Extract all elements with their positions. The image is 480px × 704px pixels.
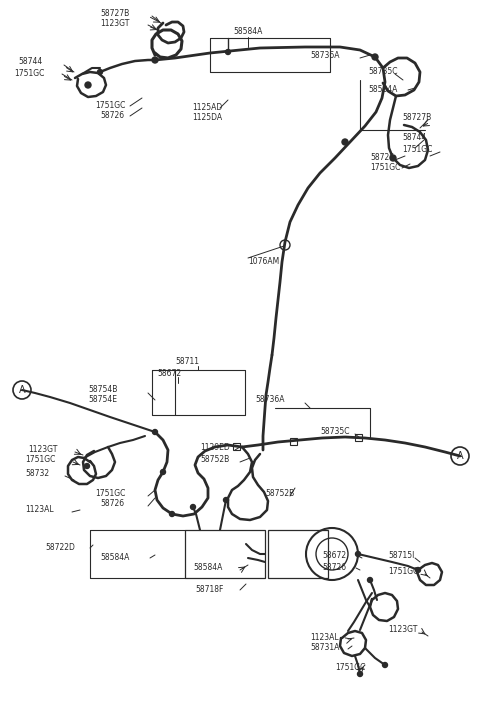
Text: 58722D: 58722D [45, 543, 75, 553]
Circle shape [97, 70, 103, 75]
Text: 1751GC: 1751GC [388, 567, 419, 577]
Text: 58754B: 58754B [88, 386, 118, 394]
Text: 58672: 58672 [157, 370, 181, 379]
Text: 58726: 58726 [100, 111, 124, 120]
Text: 1751GC: 1751GC [335, 663, 365, 672]
Text: 1125DA: 1125DA [192, 113, 222, 122]
Text: 58726: 58726 [370, 153, 394, 163]
Text: 58727B: 58727B [402, 113, 431, 122]
Circle shape [390, 155, 396, 161]
Text: 1751GC: 1751GC [370, 163, 400, 172]
Text: 58711: 58711 [175, 358, 199, 367]
Text: 58726: 58726 [100, 500, 124, 508]
Text: 58744: 58744 [402, 134, 426, 142]
Text: 58584A: 58584A [368, 85, 397, 94]
Text: A: A [19, 385, 25, 395]
Text: 58731A: 58731A [310, 643, 339, 653]
Text: 58754E: 58754E [88, 396, 117, 405]
Text: 58744: 58744 [18, 58, 42, 66]
Text: 1751GC: 1751GC [95, 489, 125, 498]
Text: 1125AD: 1125AD [192, 103, 222, 113]
Bar [185, 530, 265, 578]
Circle shape [226, 49, 230, 54]
Text: 58715I: 58715I [388, 551, 414, 560]
Circle shape [342, 139, 348, 145]
Bar [355, 434, 362, 441]
Text: 58727B: 58727B [100, 8, 129, 18]
Circle shape [356, 551, 360, 556]
Text: 58584A: 58584A [193, 563, 222, 572]
Text: 1123AL: 1123AL [310, 634, 338, 643]
Text: 58726: 58726 [322, 562, 346, 572]
Text: 58584A: 58584A [233, 27, 263, 37]
Text: 1123AL: 1123AL [25, 505, 54, 515]
Circle shape [383, 662, 387, 667]
Circle shape [169, 512, 175, 517]
Circle shape [358, 672, 362, 677]
Bar [268, 530, 328, 578]
Bar [233, 443, 240, 450]
Text: 1751GC: 1751GC [25, 455, 55, 465]
Circle shape [368, 577, 372, 582]
Text: 58752B: 58752B [200, 455, 229, 465]
Text: 1123GT: 1123GT [388, 625, 418, 634]
Circle shape [160, 470, 166, 474]
Text: 58732: 58732 [25, 470, 49, 479]
Text: 1123GT: 1123GT [28, 446, 58, 455]
Text: 1123GT: 1123GT [100, 20, 130, 28]
Text: 1751GC: 1751GC [14, 68, 44, 77]
Text: 58736A: 58736A [255, 396, 285, 405]
Circle shape [85, 82, 91, 88]
Circle shape [191, 505, 195, 510]
Text: 1751GC: 1751GC [95, 101, 125, 110]
Text: 58736A: 58736A [310, 51, 339, 60]
Text: 58672: 58672 [322, 551, 346, 560]
Text: 1076AM: 1076AM [248, 258, 279, 267]
Text: 1751GC: 1751GC [402, 146, 432, 154]
Circle shape [153, 429, 157, 434]
Circle shape [84, 463, 89, 468]
Circle shape [372, 54, 378, 60]
Circle shape [224, 498, 228, 503]
Text: A: A [456, 451, 463, 461]
Circle shape [416, 567, 420, 572]
Text: 58752B: 58752B [265, 489, 294, 498]
Text: 1129ED: 1129ED [200, 444, 230, 453]
Text: 58735C: 58735C [368, 68, 397, 77]
Bar [290, 438, 297, 445]
Circle shape [152, 57, 158, 63]
Text: 58718F: 58718F [195, 586, 223, 594]
Text: 58735C: 58735C [320, 427, 349, 436]
Text: 58584A: 58584A [100, 553, 130, 562]
